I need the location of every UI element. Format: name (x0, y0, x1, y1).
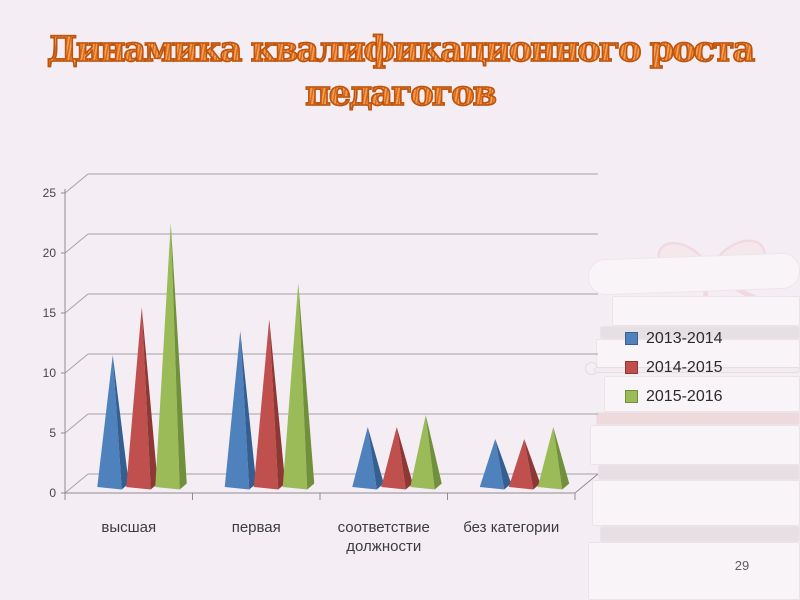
y-tick-label-15: 15 (42, 306, 56, 320)
pyramid-2013-2014-cat0 (97, 355, 122, 490)
pyramid-side-2013-2014-cat2 (367, 427, 384, 490)
legend-label: 2014-2015 (646, 358, 723, 376)
chart-legend: 2013-2014 2014-2015 2015-2016 (625, 324, 723, 411)
pyramid-side-2015-2016-cat1 (298, 283, 315, 490)
pyramid-side-2014-2015-cat2 (396, 427, 413, 490)
category-label-1: первая (231, 519, 281, 536)
slide-title-line1: Динамика квалификационного роста (0, 28, 800, 72)
legend-label: 2015-2016 (646, 387, 723, 405)
y-tick-label-0: 0 (49, 486, 56, 500)
pyramid-2014-2015-cat1 (253, 319, 279, 490)
slide-title-line2: педагогов (0, 72, 800, 116)
pyramid-side-2015-2016-cat3 (553, 427, 570, 490)
pyramid-side-2015-2016-cat2 (425, 415, 442, 490)
book-spine (592, 480, 800, 526)
pyramid-side-2013-2014-cat1 (240, 331, 257, 490)
legend-label: 2013-2014 (646, 329, 723, 347)
category-label-0: высшая (101, 519, 157, 536)
y-tick-label-20: 20 (42, 246, 56, 260)
pyramid-2013-2014-cat3 (479, 439, 505, 490)
pyramid-2013-2014-cat2 (352, 427, 377, 490)
pyramid-side-2013-2014-cat3 (495, 439, 512, 490)
pyramid-2015-2016-cat3 (537, 427, 563, 490)
category-label-3: без категории (463, 519, 560, 536)
legend-swatch-icon (625, 361, 638, 374)
pyramid-2013-2014-cat1 (224, 331, 250, 490)
y-tick-label-25: 25 (42, 186, 56, 200)
page-number: 29 (734, 558, 750, 573)
book-spine (590, 425, 800, 465)
y-tick-label-10: 10 (42, 366, 56, 380)
pyramid-2015-2016-cat0 (155, 223, 180, 490)
pyramid-side-2014-2015-cat1 (269, 319, 286, 490)
legend-swatch-icon (625, 390, 638, 403)
pyramid-side-2013-2014-cat0 (112, 355, 129, 490)
books-photo (584, 222, 800, 600)
pyramid-side-2014-2015-cat0 (141, 307, 158, 490)
y-tick-label-5: 5 (49, 426, 56, 440)
pyramid-2014-2015-cat0 (126, 307, 151, 490)
slide-title: Динамика квалификационного роста педагог… (0, 28, 800, 116)
pyramid-2015-2016-cat1 (282, 283, 308, 490)
pyramid-2014-2015-cat2 (381, 427, 406, 490)
pyramid-2015-2016-cat2 (410, 415, 435, 490)
legend-item-2013-2014: 2013-2014 (625, 324, 723, 353)
book-spine (612, 296, 800, 326)
pyramid-2014-2015-cat3 (508, 439, 534, 490)
legend-swatch-icon (625, 332, 638, 345)
pyramid-side-2015-2016-cat0 (170, 223, 187, 490)
category-label-2: соответствие должности (337, 519, 430, 555)
pyramid-side-2014-2015-cat3 (524, 439, 541, 490)
legend-item-2014-2015: 2014-2015 (625, 353, 723, 382)
legend-item-2015-2016: 2015-2016 (625, 382, 723, 411)
